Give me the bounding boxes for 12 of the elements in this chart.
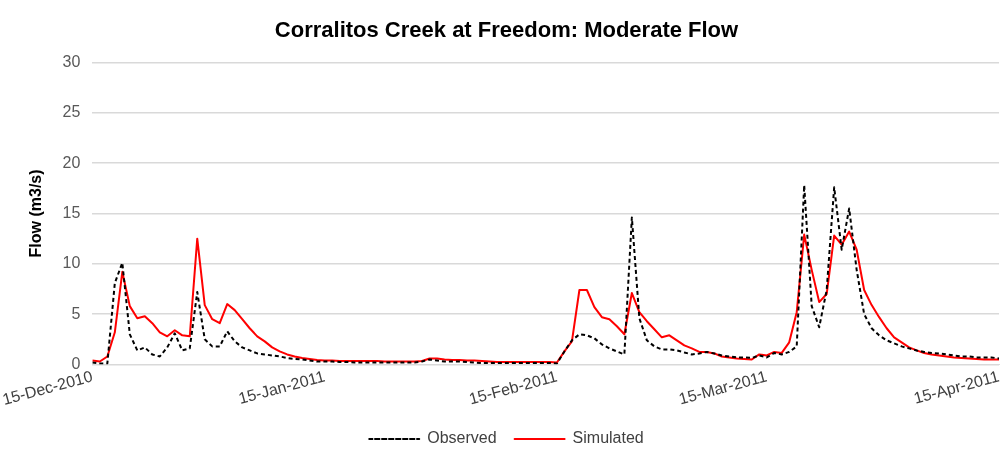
- y-tick-label: 10: [62, 254, 81, 272]
- legend-label: Observed: [427, 429, 497, 447]
- line-series: [92, 184, 1000, 365]
- chart-title: Corralitos Creek at Freedom: Moderate Flow: [274, 17, 740, 43]
- y-tick-label: 5: [71, 304, 81, 322]
- legend-label: Simulated: [572, 429, 644, 447]
- y-tick-label: 20: [62, 153, 81, 171]
- y-tick-label: 30: [62, 52, 81, 70]
- y-tick-label: 15: [62, 203, 81, 221]
- y-axis-title: Flow (m3/s): [27, 169, 45, 258]
- y-tick-label: 0: [71, 354, 81, 372]
- y-tick-label: 25: [62, 103, 81, 121]
